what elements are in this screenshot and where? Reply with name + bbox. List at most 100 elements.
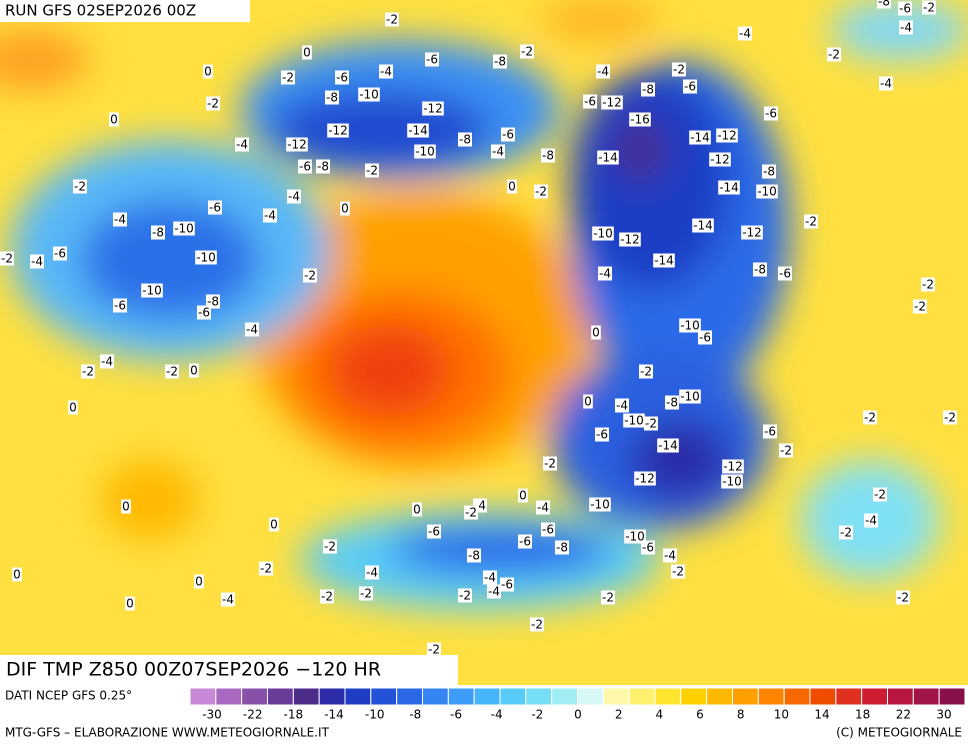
label-box — [281, 70, 295, 85]
label-box — [778, 266, 792, 281]
contour-label: -8 — [494, 55, 506, 69]
legend-tick-label: 0 — [574, 708, 582, 722]
color-box — [241, 687, 269, 706]
contour-label: -6 — [765, 107, 777, 121]
label-box — [591, 325, 601, 340]
color-box — [938, 687, 966, 706]
contour-label: -8 — [542, 149, 554, 163]
contour-label: 0 — [592, 326, 600, 340]
contour-label: -2 — [260, 562, 272, 576]
label-box — [407, 123, 429, 138]
label-box — [943, 410, 957, 425]
color-box — [318, 687, 346, 706]
contour-label: -10 — [142, 284, 162, 298]
label-box — [302, 45, 312, 60]
label-box — [624, 529, 646, 544]
contour-label: -12 — [742, 226, 762, 240]
contour-label: -2 — [166, 365, 178, 379]
color-box — [912, 687, 940, 706]
contour-label: -4 — [288, 190, 300, 204]
label-box — [235, 137, 249, 152]
contour-labels: 0-20 -2 -6 -4-6 -8-2-4 -2-4-2-4-4-2 -8 -10-12-1… — [0, 0, 957, 657]
contour-label: -2 — [805, 215, 817, 229]
label-box — [671, 564, 685, 579]
contour-label: -6 — [426, 53, 438, 67]
contour-label: -6 — [501, 578, 513, 592]
contour-label: -6 — [114, 299, 126, 313]
label-box — [500, 577, 514, 592]
contour-label: -8 — [207, 295, 219, 309]
contour-label: -6 — [899, 2, 911, 16]
contour-label: 0 — [584, 395, 592, 409]
label-box — [753, 262, 767, 277]
contour-label: -10 — [590, 498, 610, 512]
contour-label: -2 — [324, 540, 336, 554]
contour-label: -12 — [287, 138, 307, 152]
label-box — [385, 12, 399, 27]
contour-label: -6 — [502, 128, 514, 142]
contour-label: -2 — [923, 1, 935, 15]
contour-label: -4 — [101, 355, 113, 369]
contour-label: -8 — [763, 165, 775, 179]
contour-label: -4 — [597, 65, 609, 79]
contour-label: -2 — [544, 457, 556, 471]
label-box — [259, 561, 273, 576]
label-box — [653, 253, 675, 268]
contour-label: -4 — [492, 145, 504, 159]
label-box — [764, 106, 778, 121]
contour-label: -2 — [304, 269, 316, 283]
label-box — [896, 590, 910, 605]
label-box — [467, 548, 481, 563]
label-box — [598, 266, 612, 281]
label-box — [100, 354, 114, 369]
label-box — [121, 499, 131, 514]
label-box — [518, 534, 532, 549]
legend-tick-label: -22 — [243, 708, 263, 722]
contour-label: 0 — [270, 518, 278, 532]
contour-label: -6 — [198, 306, 210, 320]
label-box — [0, 251, 14, 266]
legend-tick-label: -8 — [409, 708, 421, 722]
contour-label: -4 — [264, 209, 276, 223]
contour-label: -8 — [459, 133, 471, 147]
legend-tick-label: 18 — [855, 708, 870, 722]
legend-tick-label: -14 — [324, 708, 344, 722]
label-box — [555, 540, 569, 555]
label-box — [221, 592, 235, 607]
contour-label: -4 — [664, 549, 676, 563]
contour-label: -4 — [380, 65, 392, 79]
label-box — [340, 201, 350, 216]
contour-label: -2 — [672, 565, 684, 579]
label-box — [113, 298, 127, 313]
legend-tick-label: 22 — [896, 708, 911, 722]
contour-label: 0 — [341, 202, 349, 216]
contour-label: 0 — [126, 597, 134, 611]
contour-label: 0 — [122, 500, 130, 514]
contour-label: 0 — [110, 113, 118, 127]
label-box — [634, 471, 656, 486]
legend-tick-label: -30 — [202, 708, 222, 722]
label-box — [287, 189, 301, 204]
contour-label: -2 — [780, 444, 792, 458]
contour-label: -2 — [321, 590, 333, 604]
contour-label: -10 — [415, 145, 435, 159]
contour-label: -10 — [625, 530, 645, 544]
label-box — [379, 64, 393, 79]
label-box — [327, 123, 349, 138]
contour-label: 0 — [519, 489, 527, 503]
contour-label: -6 — [764, 425, 776, 439]
contour-label: -10 — [680, 319, 700, 333]
label-box — [679, 389, 701, 404]
contour-label: -2 — [360, 587, 372, 601]
run-label: RUN GFS 02SEP2026 00Z — [5, 2, 196, 20]
contour-label: -10 — [359, 88, 379, 102]
label-box — [269, 517, 279, 532]
label-box — [197, 305, 211, 320]
contour-label: -10 — [593, 227, 613, 241]
label-box — [922, 0, 936, 15]
contour-label: -2 — [74, 180, 86, 194]
label-box — [541, 148, 555, 163]
color-box — [706, 687, 734, 706]
label-box — [738, 26, 752, 41]
